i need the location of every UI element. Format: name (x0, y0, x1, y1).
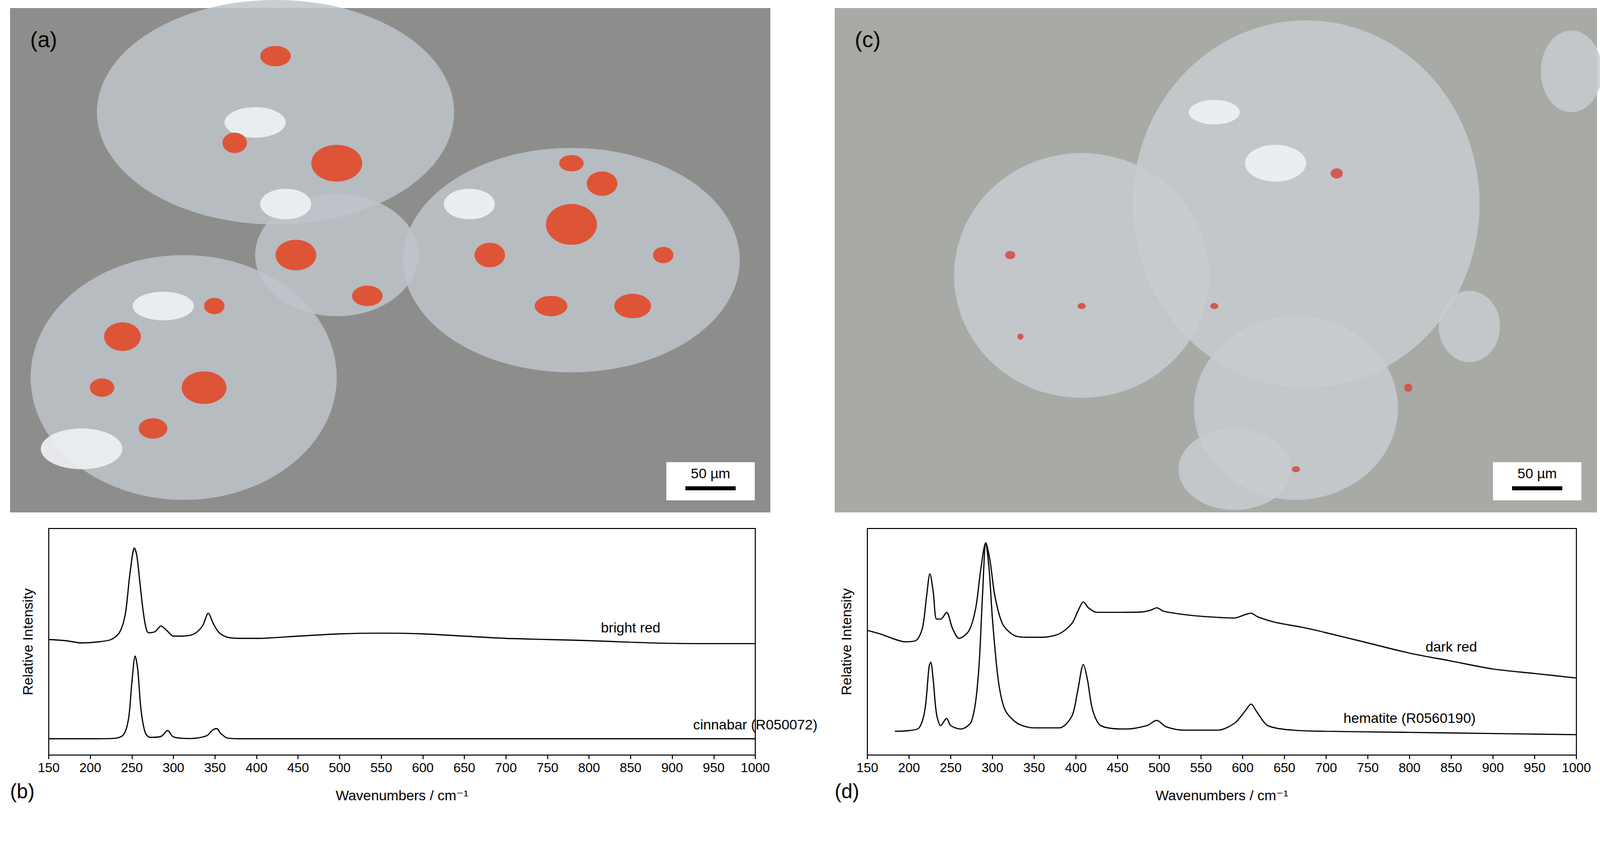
svg-text:450: 450 (287, 760, 310, 776)
svg-text:900: 900 (1481, 760, 1504, 776)
svg-text:800: 800 (1398, 760, 1421, 776)
svg-text:300: 300 (981, 760, 1004, 776)
svg-text:400: 400 (245, 760, 268, 776)
svg-text:200: 200 (897, 760, 920, 776)
svg-text:250: 250 (121, 760, 143, 776)
svg-text:1000: 1000 (740, 760, 770, 776)
svg-text:700: 700 (494, 760, 517, 776)
svg-text:400: 400 (1064, 760, 1087, 776)
svg-text:750: 750 (536, 760, 559, 776)
svg-text:150: 150 (856, 760, 878, 776)
svg-text:50 µm: 50 µm (1517, 465, 1557, 482)
svg-text:Wavenumbers / cm⁻¹: Wavenumbers / cm⁻¹ (335, 787, 469, 804)
svg-text:600: 600 (412, 760, 434, 776)
svg-text:Wavenumbers / cm⁻¹: Wavenumbers / cm⁻¹ (1155, 787, 1288, 804)
svg-text:150: 150 (37, 760, 60, 776)
svg-text:950: 950 (703, 760, 725, 776)
svg-text:650: 650 (1273, 760, 1295, 776)
svg-text:(d): (d) (834, 780, 860, 803)
svg-text:dark red: dark red (1425, 639, 1478, 655)
svg-text:hematite (R0560190): hematite (R0560190) (1343, 710, 1476, 727)
svg-text:500: 500 (1148, 760, 1170, 776)
svg-text:700: 700 (1315, 760, 1337, 776)
svg-text:350: 350 (204, 760, 226, 776)
svg-text:250: 250 (939, 760, 962, 776)
svg-text:950: 950 (1523, 760, 1546, 776)
svg-text:500: 500 (328, 760, 351, 776)
svg-text:850: 850 (619, 760, 642, 776)
svg-text:550: 550 (370, 760, 392, 776)
svg-text:bright red: bright red (601, 620, 661, 636)
svg-text:350: 350 (1023, 760, 1045, 776)
svg-text:cinnabar (R050072): cinnabar (R050072) (692, 717, 818, 733)
svg-text:650: 650 (453, 760, 475, 776)
svg-text:800: 800 (577, 760, 600, 776)
svg-text:750: 750 (1356, 760, 1379, 776)
svg-text:Relative Intensity: Relative Intensity (838, 588, 855, 696)
svg-text:900: 900 (661, 760, 683, 776)
svg-text:(b): (b) (10, 780, 35, 803)
svg-text:850: 850 (1440, 760, 1462, 776)
svg-text:(a): (a) (30, 27, 58, 52)
svg-text:1000: 1000 (1561, 760, 1591, 776)
svg-text:(c): (c) (854, 27, 881, 52)
svg-text:450: 450 (1106, 760, 1129, 776)
svg-text:Relative Intensity: Relative Intensity (20, 588, 36, 696)
svg-text:200: 200 (79, 760, 102, 776)
svg-text:550: 550 (1189, 760, 1212, 776)
svg-text:50 µm: 50 µm (690, 465, 731, 482)
svg-text:300: 300 (162, 760, 184, 776)
svg-text:600: 600 (1231, 760, 1254, 776)
